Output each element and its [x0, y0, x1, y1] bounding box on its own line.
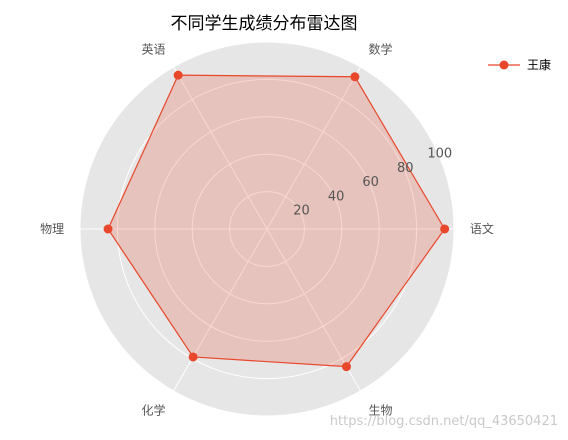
data-point — [188, 352, 198, 362]
radial-tick-label: 80 — [397, 161, 414, 176]
data-point — [440, 224, 450, 234]
radial-tick-label: 60 — [362, 175, 379, 190]
legend-marker — [499, 60, 509, 70]
radial-tick-label: 100 — [427, 146, 452, 161]
category-label: 化学 — [142, 403, 166, 418]
category-label: 语文 — [470, 221, 494, 236]
data-point — [173, 70, 183, 80]
legend: 王康 — [488, 57, 551, 72]
axis-spoke — [173, 228, 268, 392]
category-label: 数学 — [368, 41, 392, 56]
chart-title: 不同学生成绩分布雷达图 — [171, 14, 358, 34]
radial-tick-label: 20 — [293, 204, 310, 219]
legend-label: 王康 — [527, 57, 551, 72]
axis-spoke — [266, 66, 361, 230]
axis-spoke — [173, 66, 268, 230]
data-point — [103, 224, 113, 234]
data-point — [350, 72, 360, 82]
category-label: 生物 — [368, 404, 392, 418]
watermark: https://blog.csdn.net/qq_43650421 — [330, 414, 558, 429]
category-label: 英语 — [142, 42, 166, 56]
radial-tick-label: 40 — [328, 189, 345, 204]
data-point — [341, 362, 351, 372]
category-label: 物理 — [40, 222, 64, 236]
